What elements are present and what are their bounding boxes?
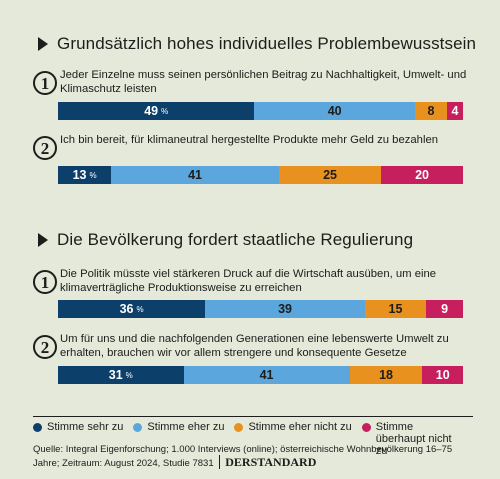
- data-label: 15: [388, 302, 403, 316]
- segment-eher-zu: 41: [111, 166, 279, 184]
- segment-eher-zu: 40: [254, 102, 415, 120]
- data-label: 4: [451, 104, 459, 118]
- data-label: 40: [327, 104, 342, 118]
- stacked-bar: 13% 41 25 20: [58, 166, 463, 184]
- question-label: Die Politik müsste viel stärkeren Druck …: [60, 268, 437, 294]
- segment-ueberhaupt-nicht-zu: 10: [422, 366, 463, 384]
- question-label: Jeder Einzelne muss seinen persönlichen …: [60, 69, 467, 95]
- data-label: 8: [427, 104, 435, 118]
- question-number: 2: [33, 136, 57, 160]
- legend: Stimme sehr zu Stimme eher zu Stimme ehe…: [33, 416, 473, 457]
- data-label: 31: [108, 368, 123, 382]
- legend-item-sehr-zu: Stimme sehr zu: [33, 421, 123, 433]
- section-title-text: Die Bevölkerung fordert staatliche Regul…: [57, 230, 414, 249]
- segment-ueberhaupt-nicht-zu: 20: [381, 166, 463, 184]
- question-number: 2: [33, 335, 57, 359]
- question-number: 1: [33, 270, 57, 294]
- segment-eher-zu: 39: [205, 300, 365, 318]
- percent-sign: %: [136, 304, 144, 314]
- question-label: Ich bin bereit, für klimaneutral hergest…: [60, 134, 439, 146]
- stacked-bar: 36% 39 15 9: [58, 300, 463, 318]
- legend-dot-icon: [33, 423, 42, 432]
- percent-sign: %: [125, 370, 133, 380]
- source-note: Quelle: Integral Eigenforschung; 1.000 I…: [33, 444, 473, 470]
- percent-sign: %: [89, 170, 97, 180]
- legend-label: Stimme eher nicht zu: [248, 421, 352, 433]
- data-label: 49: [144, 104, 159, 118]
- section-title-1: Grundsätzlich hohes individuelles Proble…: [38, 34, 476, 54]
- publisher-brand: DERSTANDARD: [219, 455, 317, 469]
- segment-eher-zu: 41: [183, 366, 350, 384]
- source-text: Quelle: Integral Eigenforschung; 1.000 I…: [33, 444, 453, 469]
- segment-ueberhaupt-nicht-zu: 4: [446, 102, 463, 120]
- segment-ueberhaupt-nicht-zu: 9: [426, 300, 463, 318]
- legend-dot-icon: [234, 423, 244, 432]
- data-label: 9: [441, 302, 449, 316]
- data-label: 20: [415, 168, 430, 182]
- data-label: 39: [278, 302, 292, 316]
- legend-dot-icon: [361, 423, 371, 432]
- legend-item-eher-zu: Stimme eher zu: [133, 421, 224, 433]
- legend-dot-icon: [133, 423, 143, 432]
- legend-label: Stimme sehr zu: [47, 421, 124, 433]
- segment-eher-nicht-zu: 25: [278, 166, 382, 184]
- data-label: 36: [119, 302, 134, 316]
- segment-eher-nicht-zu: 15: [364, 300, 427, 318]
- percent-sign: %: [161, 106, 169, 116]
- segment-sehr-zu: 31%: [58, 366, 184, 384]
- question-number: 1: [33, 71, 57, 95]
- triangle-bullet-icon: [38, 233, 48, 247]
- triangle-bullet-icon: [38, 37, 48, 51]
- segment-sehr-zu: 36%: [58, 300, 206, 318]
- legend-label: Stimme eher zu: [147, 421, 225, 433]
- question-label: Um für uns und die nachfolgenden Generat…: [60, 333, 449, 359]
- data-label: 25: [323, 168, 337, 182]
- data-label: 41: [259, 368, 274, 382]
- section-title-text: Grundsätzlich hohes individuelles Proble…: [57, 34, 477, 53]
- section-title-2: Die Bevölkerung fordert staatliche Regul…: [38, 230, 413, 250]
- segment-eher-nicht-zu: 8: [414, 102, 447, 120]
- stacked-bar: 31% 41 18 10: [58, 366, 463, 384]
- stacked-bar: 49% 40 8 4: [58, 102, 463, 120]
- segment-eher-nicht-zu: 18: [349, 366, 423, 384]
- segment-sehr-zu: 49%: [58, 102, 255, 120]
- data-label: 13: [72, 168, 87, 182]
- legend-item-ueberhaupt-nicht-zu: Stimme überhaupt nicht zu: [361, 421, 454, 457]
- legend-label: Stimme überhaupt nicht zu: [375, 421, 452, 457]
- data-label: 41: [188, 168, 202, 182]
- data-label: 10: [435, 368, 450, 382]
- segment-sehr-zu: 13%: [58, 166, 112, 184]
- legend-item-eher-nicht-zu: Stimme eher nicht zu: [234, 421, 352, 433]
- data-label: 18: [379, 368, 393, 382]
